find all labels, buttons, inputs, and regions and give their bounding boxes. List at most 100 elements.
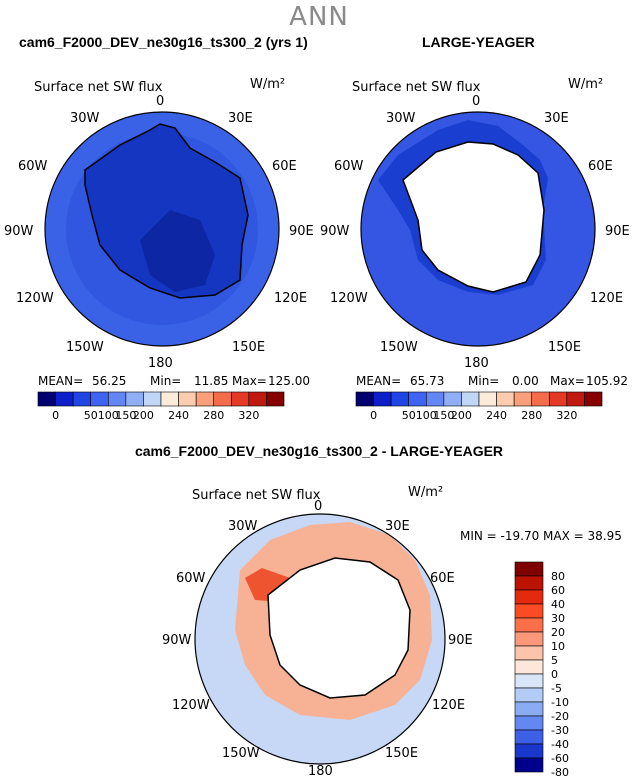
lon-label: 30W [386, 111, 416, 126]
colorbar-label: 50 [84, 409, 98, 422]
colorbar-label: 200 [133, 409, 154, 422]
colorbar-swatch [443, 391, 462, 407]
lon-label: 150W [66, 340, 104, 355]
colorbar-swatch [513, 391, 533, 407]
colorbar-swatch [584, 391, 603, 407]
diff-stats: MIN = -19.70 MAX = 38.95 [460, 529, 622, 543]
colorbar-label: -20 [551, 710, 569, 723]
svg-text:Min=: Min= [150, 374, 181, 388]
colorbar-swatch [548, 391, 568, 407]
lon-label: 180 [464, 356, 489, 371]
lon-label: 90W [320, 224, 350, 239]
panel-a-title: cam6_F2000_DEV_ne30g16_ts300_2 (yrs 1) [19, 34, 308, 50]
panel-a-variable: Surface net SW flux [34, 80, 163, 95]
colorbar-swatch [514, 715, 544, 731]
lon-label: 150E [385, 746, 418, 761]
colorbar-swatch [37, 391, 56, 407]
panel-a-map: Surface net SW flux W/m² 0 30E 60E 90E 1… [4, 77, 314, 422]
colorbar-label: 0 [52, 409, 59, 422]
svg-text:65.73: 65.73 [410, 374, 444, 388]
colorbar-swatch [514, 687, 544, 703]
colorbar-swatch [514, 729, 544, 745]
colorbar-swatch [125, 391, 144, 407]
colorbar-label: 60 [551, 584, 565, 597]
colorbar-label: 40 [551, 598, 565, 611]
diff-antarctica [267, 557, 411, 699]
colorbar-swatch [514, 561, 544, 577]
panel-b-stats: MEAN= 65.73 Min= 0.00 Max= 105.92 [356, 374, 628, 388]
colorbar-swatch [408, 391, 427, 407]
colorbar-label: 240 [168, 409, 189, 422]
colorbar-swatch [461, 391, 480, 407]
panel-a-units: W/m² [250, 77, 285, 92]
colorbar-label: 50 [402, 409, 416, 422]
panel-a-deep-region [140, 210, 215, 292]
colorbar-label: -10 [551, 696, 569, 709]
colorbar-label: 5 [551, 654, 558, 667]
lon-label: 180 [148, 356, 173, 371]
lon-label: 90E [605, 224, 630, 239]
colorbar-label: 30 [551, 612, 565, 625]
colorbar-label: 200 [451, 409, 472, 422]
diff-lon-labels: 0 30E 60E 90E 120E 150E 180 150W 120W 90… [162, 499, 473, 779]
svg-text:105.92: 105.92 [586, 374, 628, 388]
lon-label: 120E [590, 291, 623, 306]
colorbar-label: 320 [238, 409, 259, 422]
colorbar-swatch [514, 575, 544, 591]
colorbar-swatch [514, 603, 544, 619]
lon-label: 0 [472, 94, 480, 109]
panel-a-lon-labels: 0 30E 60E 90E 120E 150E 180 150W 120W 90… [4, 94, 314, 371]
colorbar-swatch [230, 391, 250, 407]
lon-label: 60E [430, 571, 455, 586]
svg-text:125.00: 125.00 [268, 374, 310, 388]
diff-units: W/m² [408, 485, 443, 500]
colorbar-swatch [213, 391, 232, 407]
svg-text:Min=: Min= [468, 374, 499, 388]
colorbar-label: 10 [551, 640, 565, 653]
lon-label: 120W [172, 698, 210, 713]
panel-b-lon-labels: 0 30E 60E 90E 120E 150E 180 150W 120W 90… [320, 94, 630, 371]
colorbar-label: 100 [98, 409, 119, 422]
lon-label: 30E [228, 111, 253, 126]
colorbar-swatch [425, 391, 445, 407]
lon-label: 0 [156, 94, 164, 109]
colorbar-swatch [72, 391, 92, 407]
svg-text:MEAN=: MEAN= [38, 374, 83, 388]
colorbar-label: -5 [551, 682, 562, 695]
colorbar-swatch [514, 743, 544, 759]
colorbar-label: -60 [551, 752, 569, 765]
colorbar-label: 280 [521, 409, 542, 422]
lon-label: 60W [18, 159, 48, 174]
lon-label: 150E [548, 340, 581, 355]
colorbar-swatch [514, 673, 544, 689]
colorbar-label: -40 [551, 738, 569, 751]
colorbar-label: -30 [551, 724, 569, 737]
svg-text:56.25: 56.25 [92, 374, 126, 388]
lon-label: 120W [330, 291, 368, 306]
panel-b-units: W/m² [568, 77, 603, 92]
colorbar-label: 150 [433, 409, 454, 422]
panel-b-antarctica [402, 141, 545, 293]
lon-label: 30W [70, 111, 100, 126]
colorbar-swatch [355, 391, 374, 407]
lon-label: 90E [448, 633, 473, 648]
panel-b-outline [360, 111, 596, 347]
colorbar-swatch [514, 631, 544, 647]
lon-label: 150W [380, 340, 418, 355]
colorbar-swatch [496, 391, 515, 407]
colorbar-label: -80 [551, 766, 569, 779]
diff-variable: Surface net SW flux [192, 488, 321, 503]
svg-text:Max=: Max= [550, 374, 585, 388]
lon-label: 30E [544, 111, 569, 126]
colorbar-swatch [107, 391, 127, 407]
lon-label: 60E [588, 159, 613, 174]
lon-label: 180 [308, 764, 333, 779]
colorbar-label: 240 [486, 409, 507, 422]
panel-b-title: LARGE-YEAGER [422, 34, 535, 50]
season-title: ANN [289, 2, 349, 32]
colorbar-label: 80 [551, 570, 565, 583]
colorbar-label: 280 [203, 409, 224, 422]
colorbar-swatch [478, 391, 497, 407]
lon-label: 60E [272, 159, 297, 174]
colorbar-swatch [514, 757, 544, 773]
